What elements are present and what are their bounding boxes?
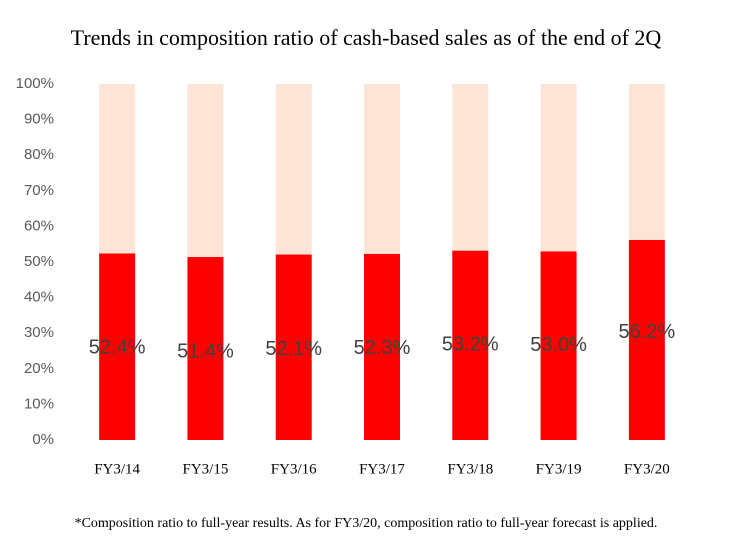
x-tick-label: FY3/18 (447, 461, 493, 477)
y-tick-label: 50% (24, 253, 54, 270)
y-tick-label: 60% (24, 217, 54, 234)
bar-segment (99, 253, 136, 440)
y-tick-label: 20% (24, 360, 54, 377)
y-tick-label: 30% (24, 324, 54, 341)
bar-segment (540, 84, 577, 252)
y-tick-label: 10% (24, 395, 54, 412)
y-tick-label: 70% (24, 182, 54, 199)
bar-segment (628, 239, 665, 440)
value-label: 53.2% (442, 333, 499, 355)
value-label: 52.3% (354, 337, 411, 359)
value-label: 52.1% (265, 338, 322, 360)
bar-segment (187, 84, 224, 258)
value-label: 53.0% (530, 334, 587, 356)
bar-segment (452, 250, 489, 440)
bar-segment (364, 253, 400, 440)
y-tick-label: 80% (24, 146, 54, 163)
bar-segment (187, 257, 224, 440)
y-tick-label: 100% (16, 75, 54, 92)
x-tick-label: FY3/20 (624, 461, 670, 477)
value-label: 51.4% (177, 341, 234, 363)
chart-title: Trends in composition ratio of cash-base… (71, 25, 662, 50)
y-tick-label: 40% (24, 289, 54, 306)
bar-segment (364, 84, 400, 254)
bar-segment (275, 254, 312, 440)
x-tick-label: FY3/15 (183, 461, 229, 477)
y-tick-label: 90% (24, 111, 54, 128)
x-tick-label: FY3/16 (271, 461, 317, 477)
bar-segment (628, 84, 665, 240)
value-label: 52.4% (89, 337, 146, 359)
bar-segment (275, 84, 312, 255)
x-tick-label: FY3/17 (359, 461, 405, 477)
value-label: 56.2% (618, 321, 675, 343)
y-tick-label: 0% (32, 431, 54, 448)
footnote: *Composition ratio to full-year results.… (75, 516, 658, 531)
x-tick-label: FY3/19 (536, 461, 582, 477)
bar-segment (540, 251, 577, 440)
x-tick-label: FY3/14 (94, 461, 140, 477)
bar-segment (99, 84, 136, 254)
bar-segment (452, 84, 489, 251)
